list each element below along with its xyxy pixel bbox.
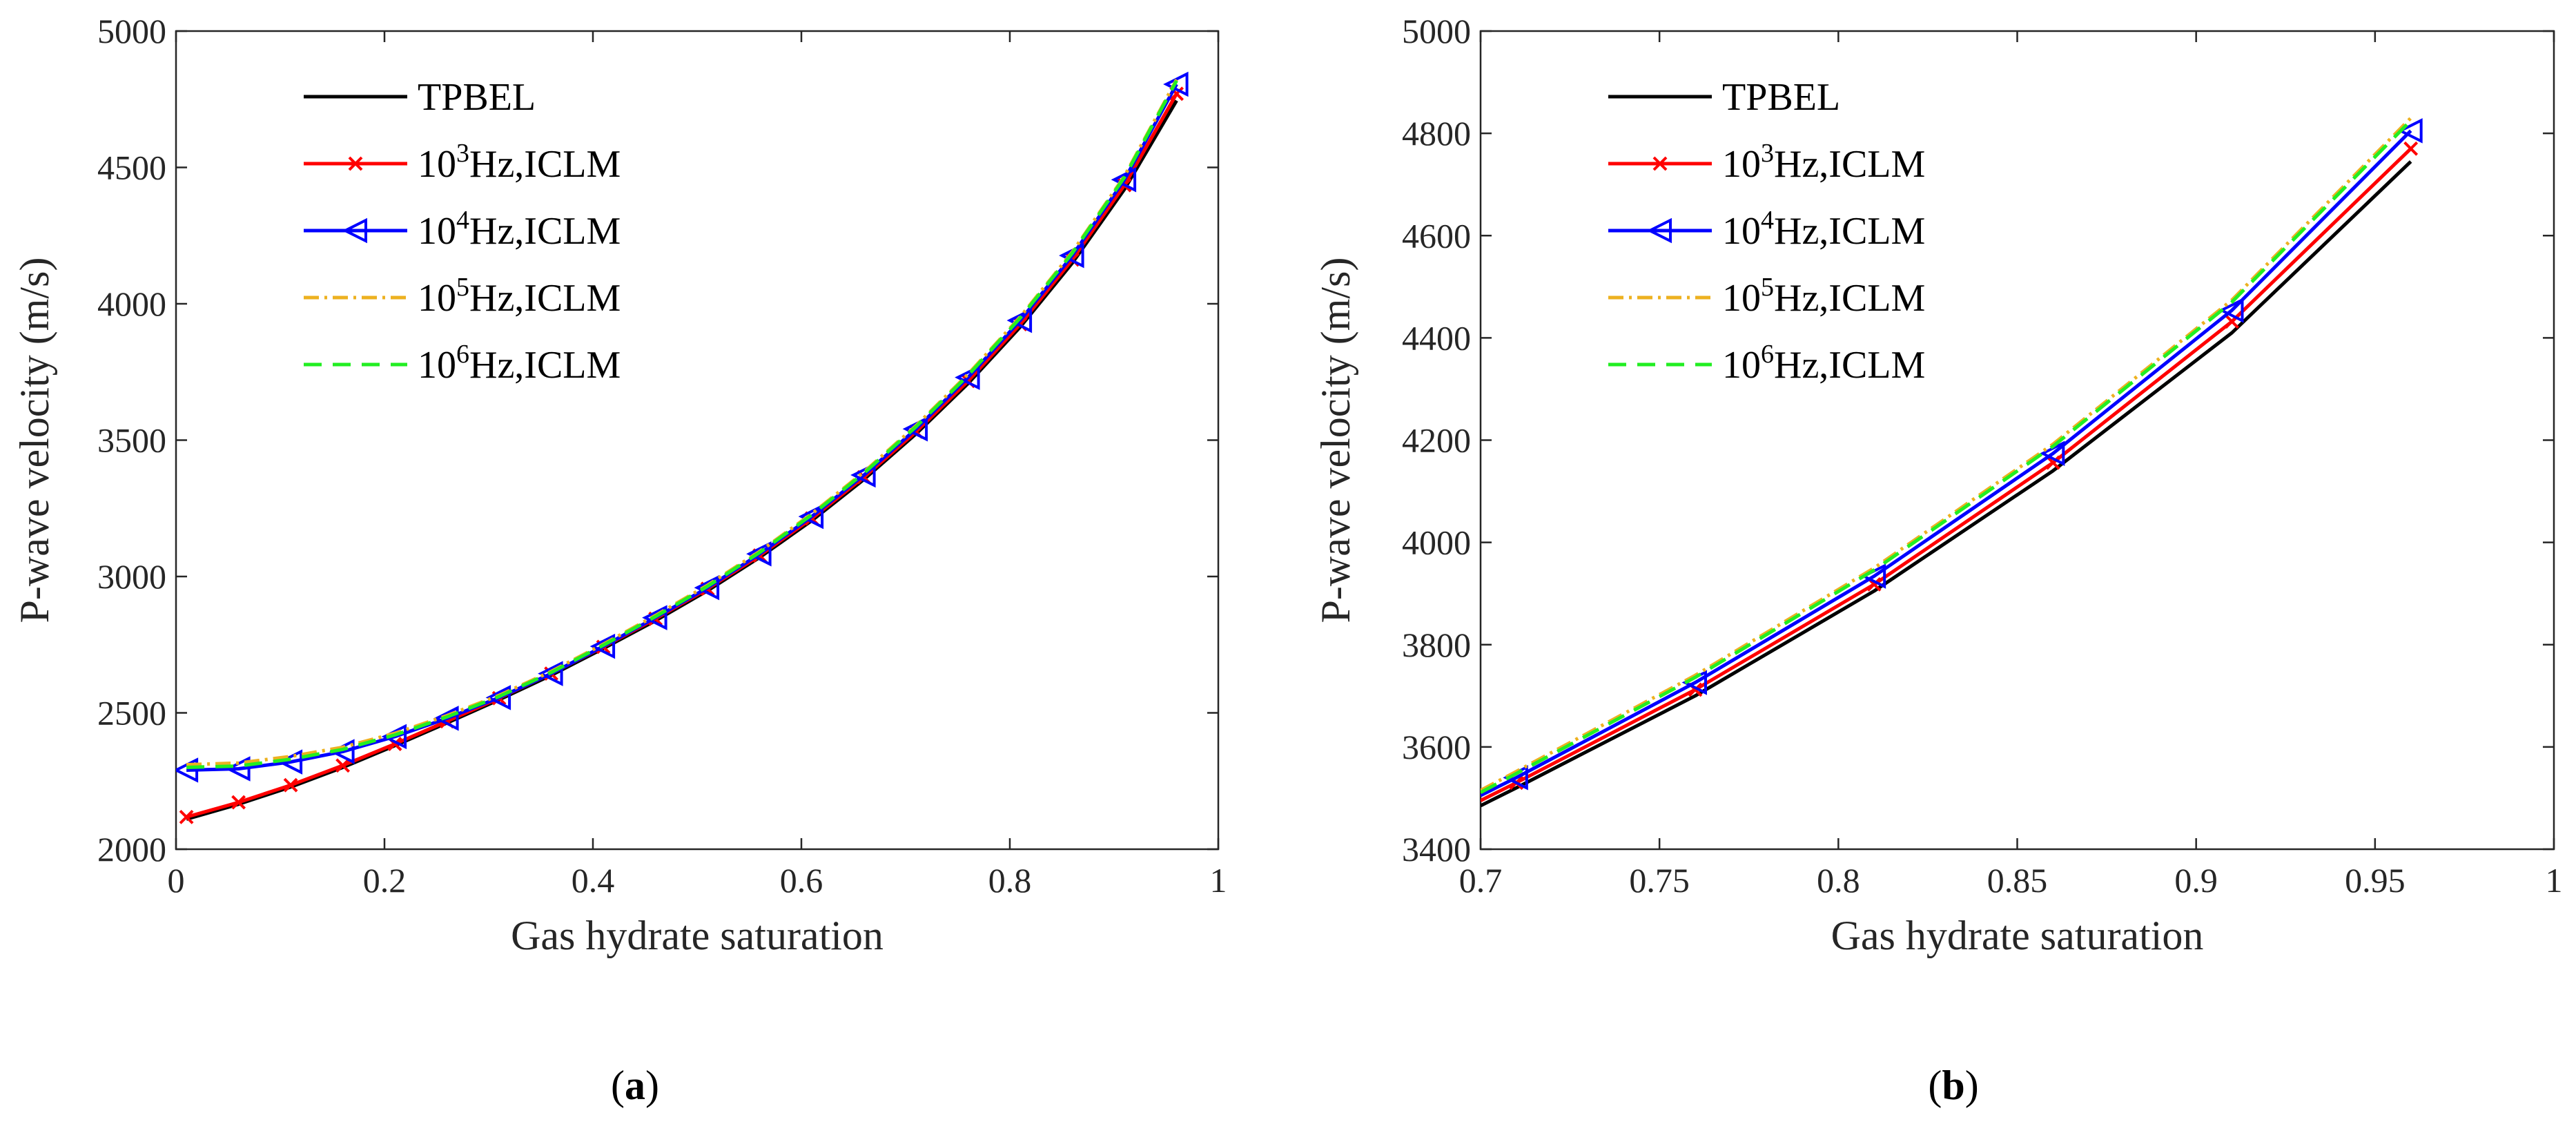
x-tick-label: 0.8 [988,861,1032,900]
data-point-marker [2403,141,2419,156]
data-point-marker [798,503,824,530]
legend-label-0: TPBEL [1722,76,1840,119]
data-point-marker [1646,217,1672,244]
series-group [1481,117,2423,808]
data-point-marker [2397,118,2423,144]
legend-label-2: 104Hz,ICLM [1722,206,1925,253]
y-tick-label: 5000 [1402,12,1471,50]
legend-label-1: 103Hz,ICLM [1722,139,1925,186]
series-line-4 [1481,119,2412,795]
data-point-marker [694,574,720,601]
data-point-marker [2045,455,2060,470]
y-tick-label: 4400 [1402,318,1471,357]
series-line-3 [186,79,1178,766]
data-point-marker [485,685,511,710]
data-point-marker [746,541,772,567]
x-tick-label: 0.85 [1987,861,2048,900]
series-line-0 [1481,160,2412,808]
legend-label-1: 103Hz,ICLM [418,139,621,186]
y-tick-label: 2500 [97,694,166,733]
plot-frame [1479,30,2555,851]
legend-label-2: 104Hz,ICLM [418,206,621,253]
legend-label-3: 105Hz,ICLM [1722,273,1925,320]
data-point-marker [955,365,980,390]
data-point-marker [277,749,303,775]
series-line-0 [186,99,1178,821]
series-line-1 [1481,147,2412,802]
series-line-4 [186,79,1178,769]
data-point-marker [179,809,194,824]
panel-caption: (b) [1928,1063,1978,1108]
data-point-marker [283,777,298,793]
legend-label-3: 105Hz,ICLM [418,273,621,320]
y-axis-label: P-wave velocity (m/s) [12,258,57,623]
y-tick-label: 2000 [97,830,166,869]
data-point-marker [642,605,667,630]
y-tick-label: 4000 [97,284,166,323]
x-axis-label: Gas hydrate saturation [1831,913,2204,958]
data-point-marker [348,156,363,171]
data-point-marker [589,633,616,659]
legend-label-4: 106Hz,ICLM [1722,340,1925,387]
x-tick-label: 0.9 [2174,861,2218,900]
data-point-marker [538,661,563,686]
x-axis-label: Gas hydrate saturation [511,913,884,958]
data-point-marker [1111,167,1137,193]
series-line-3 [1481,117,2412,793]
x-tick-label: 0.8 [1817,861,1860,900]
y-tick-label: 4800 [1402,114,1471,153]
data-point-marker [381,724,407,750]
x-tick-label: 0.7 [1459,861,1503,900]
x-tick-label: 1 [1210,861,1227,900]
y-tick-label: 3600 [1402,728,1471,766]
y-tick-label: 4000 [1402,523,1471,562]
y-tick-label: 4500 [97,148,166,187]
legend-label-0: TPBEL [418,76,536,119]
x-tick-label: 0.6 [780,861,823,900]
y-tick-label: 3400 [1402,830,1471,869]
y-tick-label: 4200 [1402,421,1471,460]
data-point-marker [1163,71,1189,97]
data-point-marker [2218,298,2244,323]
y-tick-label: 3000 [97,557,166,596]
y-axis-label: P-wave velocity (m/s) [1313,258,1358,623]
data-point-marker [1652,156,1668,171]
panel-a: 0 0.2 0.4 0.6 0.8 1 2000 2500 3000 3500 4000 4500 50… [12,12,1227,1108]
x-tick-label: 1 [2546,861,2563,900]
data-point-marker [335,758,351,773]
series-line-2 [1481,129,2412,797]
y-tick-label: 3800 [1402,626,1471,664]
data-point-marker [342,217,367,244]
panel-caption: (a) [611,1063,659,1108]
y-tick-label: 4600 [1402,216,1471,255]
x-tick-label: 0.4 [572,861,615,900]
x-tick-label: 0.2 [363,861,407,900]
x-tick-label: 0.95 [2345,861,2406,900]
series-group [176,71,1189,824]
plot-frame [175,30,1220,851]
x-tick-label: 0.75 [1629,861,1690,900]
legend-label-4: 106Hz,ICLM [418,340,621,387]
series-line-2 [186,83,1178,772]
panel-b: 0.7 0.75 0.8 0.85 0.9 0.95 1 3400 3600 3800 4000 42… [1313,12,2563,1108]
data-point-marker [176,757,199,783]
data-point-marker [433,706,459,731]
data-point-marker [231,795,246,810]
y-tick-label: 3500 [97,421,166,460]
y-tick-label: 5000 [97,12,166,50]
x-tick-label: 0 [168,861,185,900]
series-line-1 [186,93,1178,819]
data-point-marker [850,462,876,488]
